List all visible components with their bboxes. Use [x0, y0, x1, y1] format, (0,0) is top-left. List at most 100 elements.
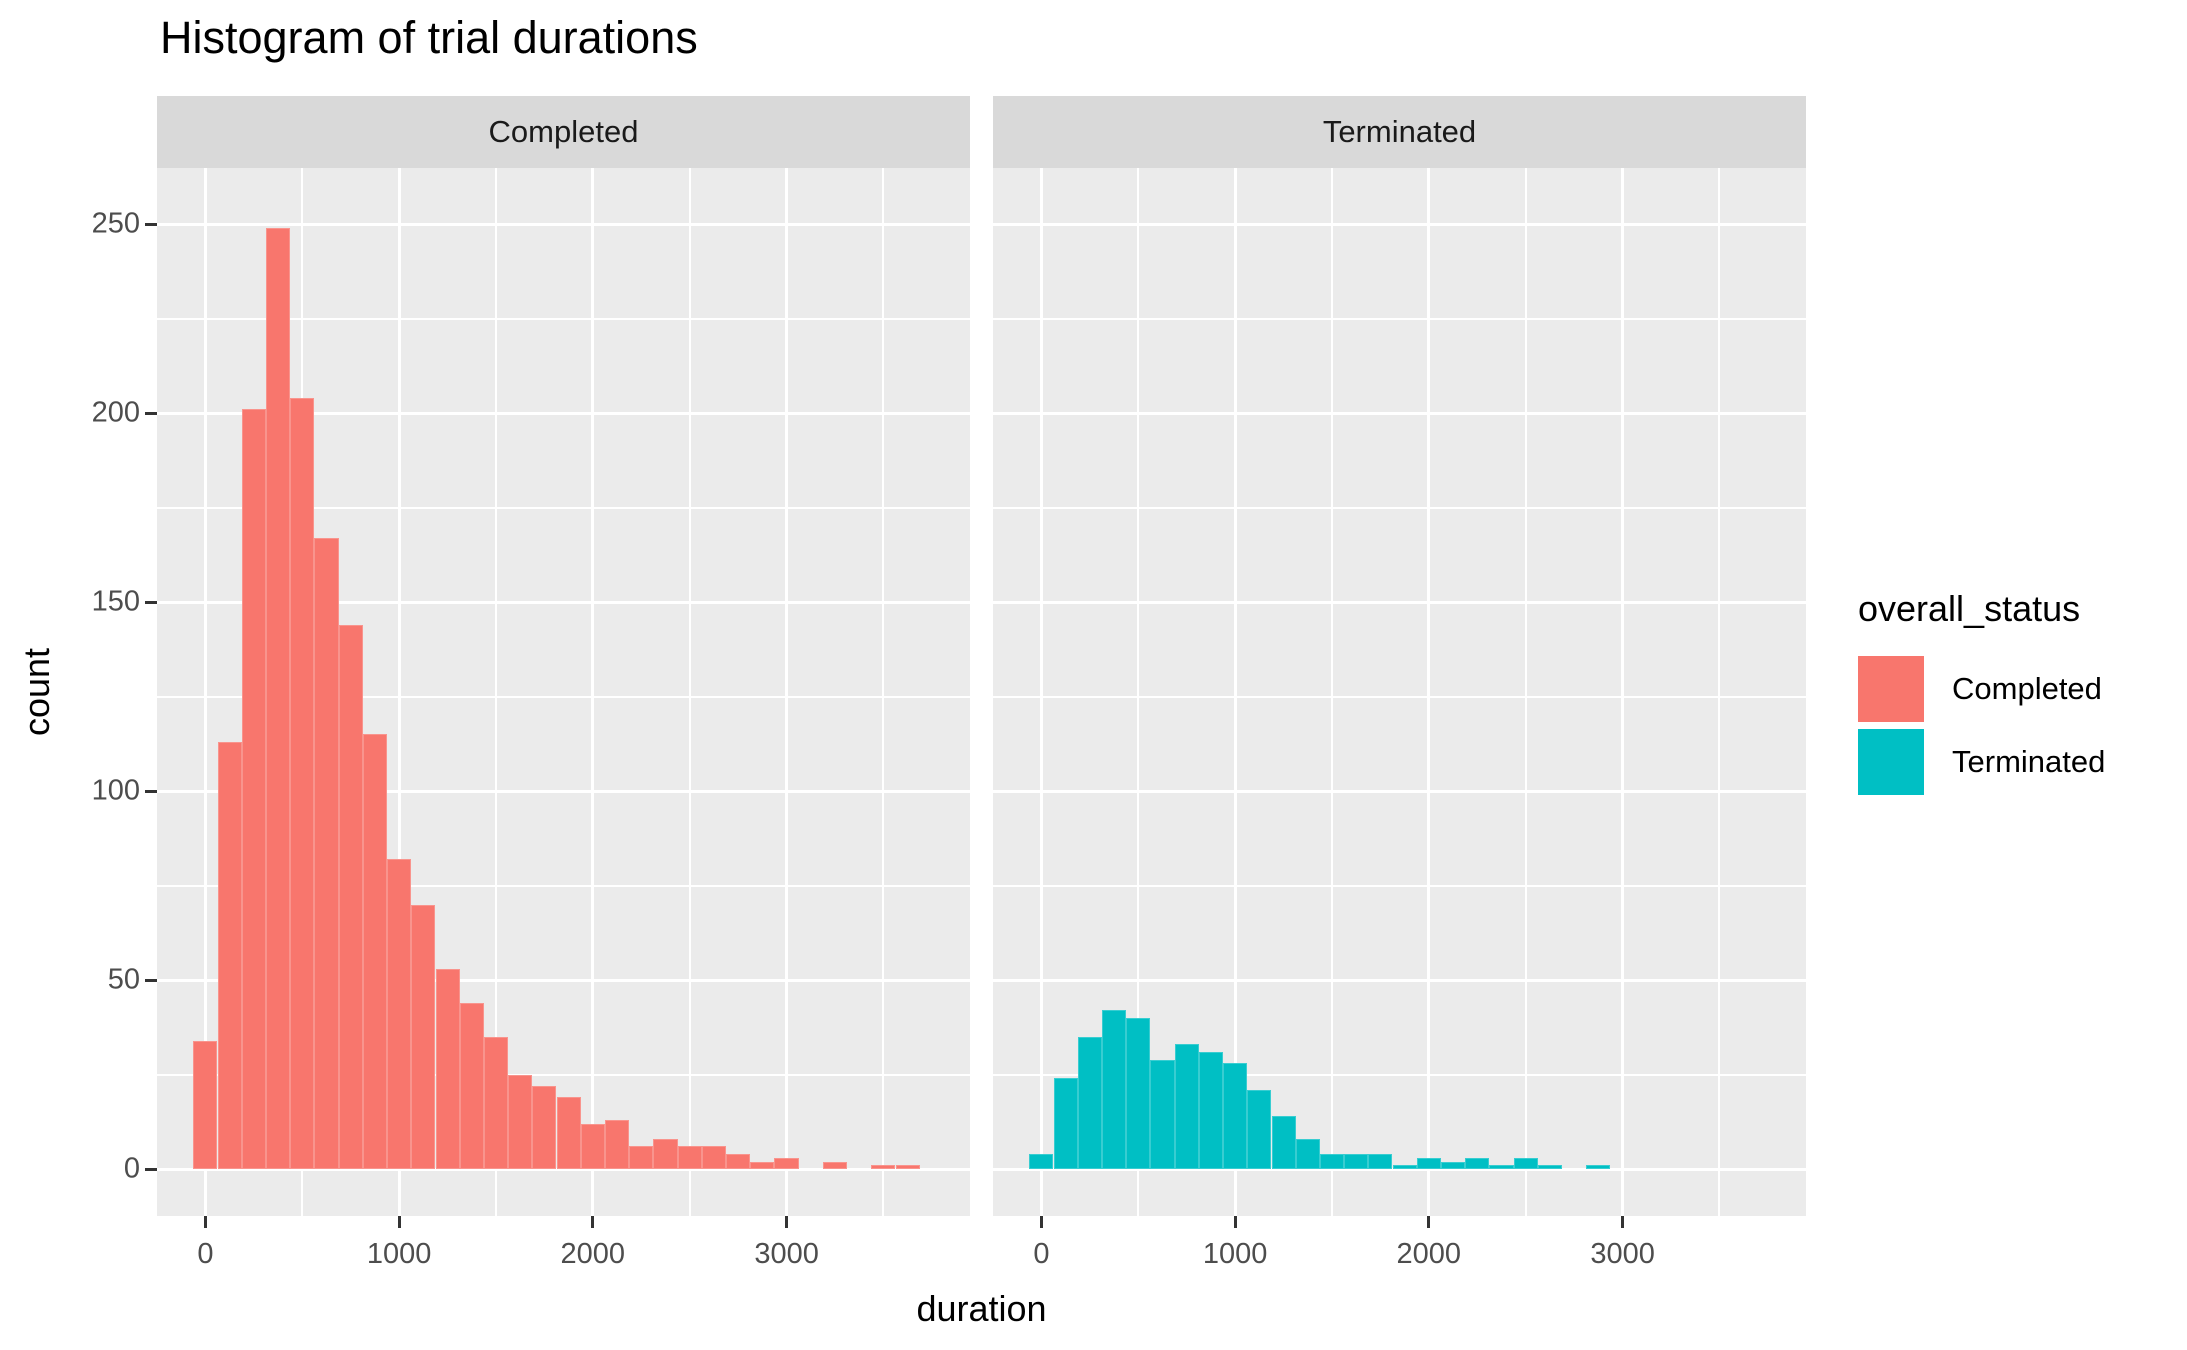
x-tick-label: 1000 [366, 1238, 432, 1270]
histogram-bar [1247, 1089, 1272, 1170]
legend-items: Completed Terminated [1858, 656, 2105, 795]
y-axis-title: count [8, 592, 66, 792]
histogram-bar [1077, 1036, 1102, 1170]
histogram-bar [1344, 1154, 1369, 1170]
gridline-major-horizontal [993, 222, 1806, 226]
gridline-minor-vertical [1524, 168, 1527, 1216]
histogram-bar [1513, 1157, 1538, 1170]
histogram-bar [435, 968, 460, 1170]
y-tick-mark [145, 222, 157, 226]
histogram-bar [1053, 1078, 1078, 1170]
gridline-major-vertical [1039, 168, 1043, 1216]
histogram-bar [1392, 1165, 1417, 1170]
panel-terminated [993, 168, 1806, 1216]
gridline-minor-horizontal [993, 695, 1806, 698]
facet-strip-completed: Completed [157, 96, 970, 168]
x-tick-label: 2000 [560, 1238, 626, 1270]
histogram-bar [580, 1123, 605, 1170]
histogram-bar [1465, 1157, 1490, 1170]
gridline-minor-vertical [495, 168, 497, 1216]
x-tick-mark [785, 1216, 789, 1228]
gridline-minor-vertical [1137, 168, 1140, 1216]
gridline-major-horizontal [157, 789, 970, 793]
gridline-major-vertical [1621, 168, 1625, 1216]
gridline-major-vertical [203, 168, 207, 1216]
y-tick-mark [145, 789, 157, 793]
x-tick-mark [203, 1216, 207, 1228]
y-tick-label: 200 [91, 396, 140, 429]
y-tick-label: 150 [91, 585, 140, 618]
y-tick-mark [145, 1167, 157, 1171]
x-tick-mark [1427, 1216, 1431, 1228]
x-tick-label: 3000 [1590, 1238, 1655, 1270]
gridline-major-horizontal [993, 789, 1806, 793]
gridline-major-horizontal [157, 978, 970, 982]
legend-label: Terminated [1952, 744, 2106, 779]
histogram-bar [1586, 1165, 1611, 1170]
gridline-major-horizontal [157, 600, 970, 604]
histogram-bar [1489, 1165, 1514, 1170]
gridline-minor-horizontal [993, 317, 1806, 320]
gridline-minor-horizontal [157, 506, 970, 509]
histogram-bar [1537, 1165, 1562, 1170]
x-tick-label: 0 [197, 1238, 214, 1270]
x-tick-mark [591, 1216, 595, 1228]
histogram-bar [653, 1138, 678, 1170]
legend-swatch-completed [1858, 656, 1924, 722]
y-tick-label: 0 [123, 1152, 140, 1185]
histogram-bar [1126, 1017, 1151, 1170]
gridline-major-horizontal [993, 978, 1806, 982]
legend-swatch-terminated [1858, 729, 1924, 795]
facet-strip-label-completed: Completed [488, 114, 639, 149]
y-tick-mark [145, 600, 157, 604]
histogram-bar [556, 1097, 581, 1170]
x-tick-label: 0 [1033, 1238, 1050, 1270]
gridline-major-horizontal [993, 411, 1806, 415]
x-tick-mark [1621, 1216, 1625, 1228]
histogram-bar [362, 734, 387, 1170]
gridline-minor-vertical [1718, 168, 1721, 1216]
histogram-bar [701, 1146, 726, 1170]
histogram-bar [1271, 1116, 1296, 1170]
y-tick-mark [145, 411, 157, 415]
gridline-major-vertical [1233, 168, 1237, 1216]
y-axis-title-text: count [16, 647, 58, 737]
gridline-minor-horizontal [993, 884, 1806, 887]
gridline-major-horizontal [157, 411, 970, 415]
histogram-bar [1102, 1010, 1127, 1170]
gridline-major-vertical [591, 168, 595, 1216]
x-tick-label: 1000 [1202, 1238, 1268, 1270]
y-tick-label: 100 [91, 774, 140, 807]
histogram-bar [1441, 1161, 1466, 1170]
plot-title: Histogram of trial durations [160, 12, 698, 63]
histogram-bar [508, 1074, 533, 1170]
histogram-bar [677, 1146, 702, 1170]
legend-item: Terminated [1858, 729, 2105, 795]
histogram-bar [290, 397, 315, 1170]
gridline-minor-horizontal [157, 695, 970, 698]
gridline-major-horizontal [993, 600, 1806, 604]
legend-title: overall_status [1858, 588, 2081, 629]
histogram-bar [629, 1146, 654, 1170]
histogram-bar [314, 537, 339, 1170]
histogram-bar [871, 1165, 896, 1170]
y-tick-label: 250 [91, 207, 140, 240]
histogram-bar [338, 624, 363, 1170]
gridline-major-vertical [1427, 168, 1431, 1216]
gridline-minor-horizontal [993, 506, 1806, 509]
legend: overall_status Completed Terminated [1858, 588, 2105, 802]
gridline-minor-horizontal [157, 1073, 970, 1076]
histogram-bar [1223, 1063, 1248, 1170]
histogram-bar [822, 1161, 848, 1170]
gridline-minor-vertical [882, 168, 885, 1216]
y-tick-label: 50 [107, 963, 140, 996]
legend-item: Completed [1858, 656, 2105, 722]
histogram-bar [483, 1036, 509, 1170]
histogram-bar [1319, 1154, 1345, 1170]
facet-strip-terminated: Terminated [993, 96, 1806, 168]
histogram-bar [750, 1161, 775, 1170]
histogram-bar [1295, 1138, 1320, 1170]
histogram-bar [241, 409, 266, 1170]
histogram-bar [532, 1085, 557, 1170]
